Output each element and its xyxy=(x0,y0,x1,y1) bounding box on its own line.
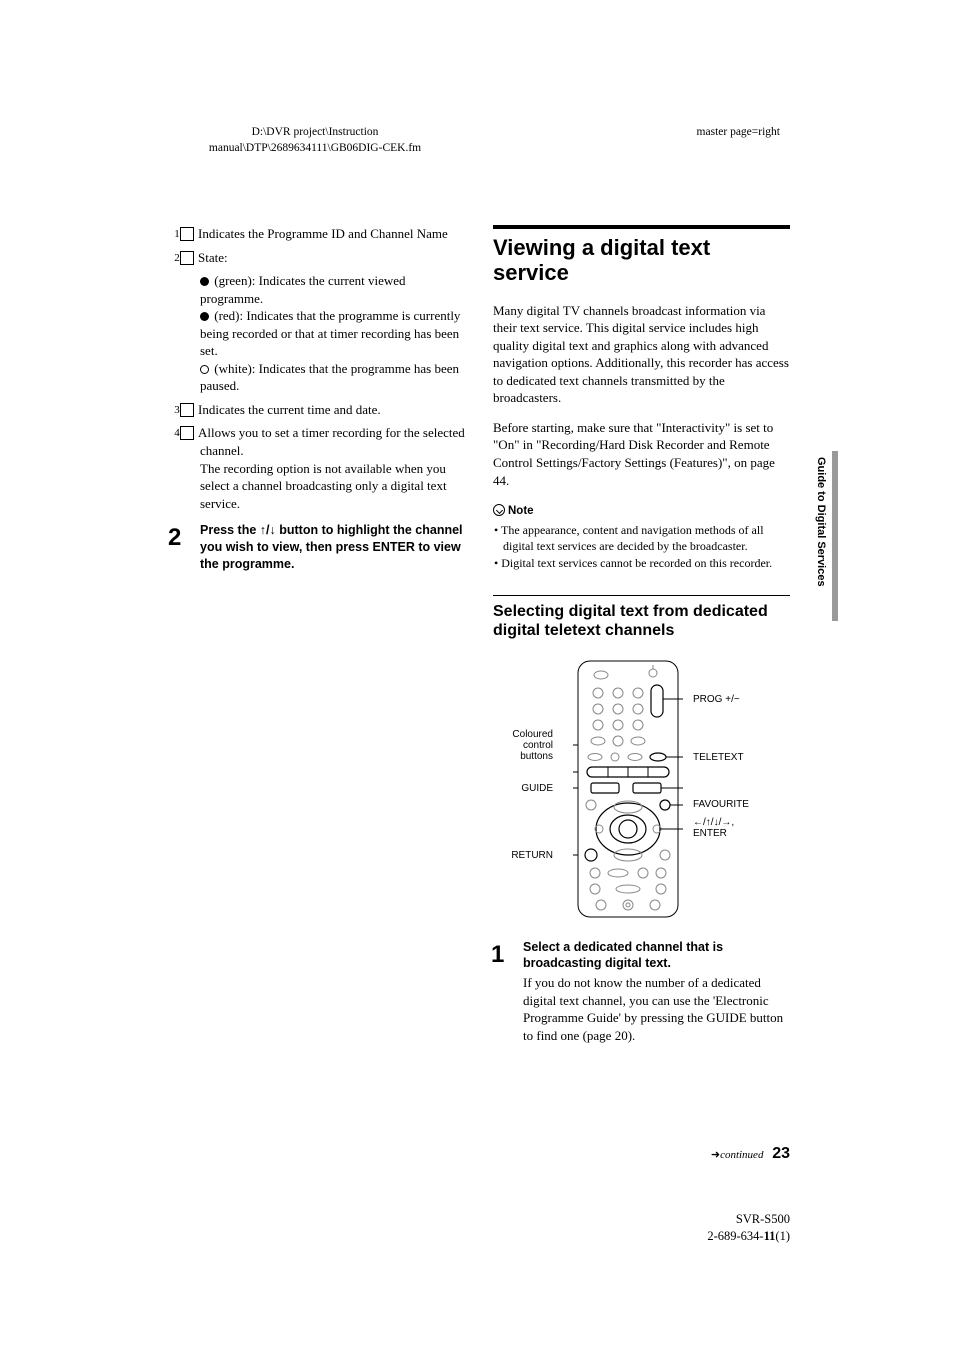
label-coloured: Coloured control buttons xyxy=(493,729,553,762)
state-green: (green): Indicates the current viewed pr… xyxy=(170,272,467,307)
legend-item-2: 2 State: xyxy=(170,249,467,267)
left-column: 1 Indicates the Programme ID and Channel … xyxy=(170,225,467,1044)
continued-text: continued xyxy=(720,1149,763,1161)
subsection-title: Selecting digital text from dedicated di… xyxy=(493,595,790,640)
label-return: RETURN xyxy=(493,850,553,861)
intro-para-2: Before starting, make sure that "Interac… xyxy=(493,419,790,489)
intro-para-1: Many digital TV channels broadcast infor… xyxy=(493,302,790,407)
part-number: 2-689-634-11(1) xyxy=(707,1228,790,1245)
legend-text-4: Allows you to set a timer recording for … xyxy=(198,425,465,458)
step-1-head: Select a dedicated channel that is broad… xyxy=(523,939,790,973)
side-bar xyxy=(832,451,838,621)
label-teletext: TELETEXT xyxy=(693,752,744,763)
header-path: D:\DVR project\Instruction manual\DTP\26… xyxy=(170,125,460,156)
state-red: (red): Indicates that the programme is c… xyxy=(170,307,467,360)
footer-model-block: SVR-S500 2-689-634-11(1) xyxy=(707,1211,790,1245)
step-1-body: If you do not know the number of a dedic… xyxy=(523,974,790,1044)
legend-item-1: 1 Indicates the Programme ID and Channel … xyxy=(170,225,467,243)
note-item-2: Digital text services cannot be recorded… xyxy=(493,555,790,571)
note-list: The appearance, content and navigation m… xyxy=(493,522,790,572)
continued-footer: ➜continued 23 xyxy=(711,1143,790,1165)
header-master-page: master page=right xyxy=(697,125,780,141)
section-title: Viewing a digital text service xyxy=(493,225,790,286)
legend-text-1: Indicates the Programme ID and Channel N… xyxy=(198,226,448,241)
state-green-text: (green): Indicates the current viewed pr… xyxy=(200,273,406,306)
legend-num-4: 4 xyxy=(180,426,194,440)
step-2-number: 2 xyxy=(168,522,181,554)
legend-num-1: 1 xyxy=(180,227,194,241)
green-dot-icon xyxy=(200,277,209,286)
step-1: 1 Select a dedicated channel that is bro… xyxy=(493,939,790,1045)
legend-num-3: 3 xyxy=(180,403,194,417)
step-2-head: Press the ↑/↓ button to highlight the ch… xyxy=(200,522,467,573)
right-column: Guide to Digital Services Viewing a digi… xyxy=(493,225,790,1044)
legend-text-2: State: xyxy=(198,250,228,265)
label-prog: PROG +/− xyxy=(693,694,740,705)
remote-diagram: Coloured control buttons GUIDE RETURN PR… xyxy=(493,659,790,929)
state-red-text: (red): Indicates that the programme is c… xyxy=(200,308,460,358)
remote-svg xyxy=(573,659,683,919)
white-dot-icon xyxy=(200,365,209,374)
label-arrows-enter: ←/↑/↓/→, ENTER xyxy=(693,817,763,839)
legend-text-3: Indicates the current time and date. xyxy=(198,402,381,417)
legend-4-tail: The recording option is not available wh… xyxy=(170,460,467,513)
arrow-right-icon: ➜ xyxy=(711,1149,720,1161)
side-tab-label: Guide to Digital Services xyxy=(814,457,828,587)
state-white: (white): Indicates that the programme ha… xyxy=(170,360,467,395)
model-name: SVR-S500 xyxy=(707,1211,790,1228)
note-icon xyxy=(493,504,505,516)
legend-item-4: 4 Allows you to set a timer recording for… xyxy=(170,424,467,459)
note-label: Note xyxy=(508,505,534,517)
label-guide: GUIDE xyxy=(493,783,553,794)
step-2: 2 Press the ↑/↓ button to highlight the … xyxy=(170,522,467,573)
two-column-content: 1 Indicates the Programme ID and Channel … xyxy=(170,225,790,1044)
note-item-1: The appearance, content and navigation m… xyxy=(493,522,790,554)
legend-item-3: 3 Indicates the current time and date. xyxy=(170,401,467,419)
label-favourite: FAVOURITE xyxy=(693,799,749,810)
legend-num-2: 2 xyxy=(180,251,194,265)
state-white-text: (white): Indicates that the programme ha… xyxy=(200,361,459,394)
red-dot-icon xyxy=(200,312,209,321)
page-number: 23 xyxy=(772,1145,790,1162)
note-heading: Note xyxy=(493,501,790,520)
step-1-number: 1 xyxy=(491,939,504,971)
